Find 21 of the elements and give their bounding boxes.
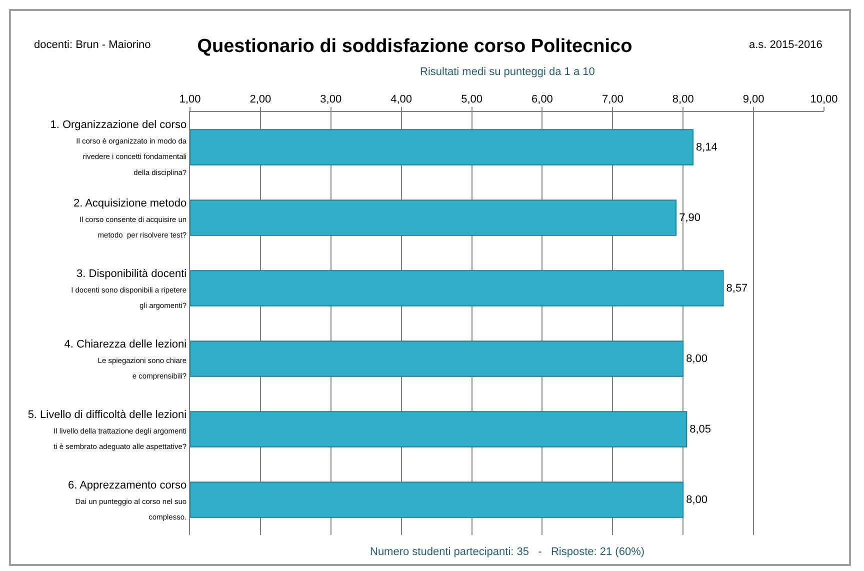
chart-title: Questionario di soddisfazione corso Politecnico bbox=[197, 36, 632, 57]
x-tick-label: 1,00 bbox=[179, 94, 201, 106]
x-tick-label: 7,00 bbox=[602, 94, 624, 106]
x-tick-label: 6,00 bbox=[532, 94, 553, 106]
x-tick-label: 5,00 bbox=[461, 94, 482, 106]
text: docenti: Brun - Maiorino bbox=[34, 39, 151, 51]
x-tick-label: 3,00 bbox=[320, 94, 342, 106]
x-tick-label: 4,00 bbox=[390, 94, 412, 106]
x-tick-label: 2,00 bbox=[250, 94, 272, 106]
data-label: 8,57 bbox=[726, 282, 748, 294]
data-label: 8,00 bbox=[686, 352, 708, 365]
x-tick-label: 10,00 bbox=[810, 94, 838, 106]
data-label: 8,14 bbox=[696, 141, 718, 154]
text: Numero studenti partecipanti: 35 - Risposte: 21 (60%) bbox=[370, 546, 645, 558]
chart-subtitle: Risultati medi su punteggi da 1 a 10 bbox=[420, 66, 595, 78]
x-tick-label: 9,00 bbox=[742, 94, 764, 106]
data-label: 8,05 bbox=[690, 423, 712, 436]
x-tick-label: 8,00 bbox=[672, 94, 694, 106]
text: a.s. 2015-2016 bbox=[749, 39, 822, 51]
data-label: 8,00 bbox=[686, 494, 708, 506]
data-label: 7,90 bbox=[679, 212, 700, 224]
